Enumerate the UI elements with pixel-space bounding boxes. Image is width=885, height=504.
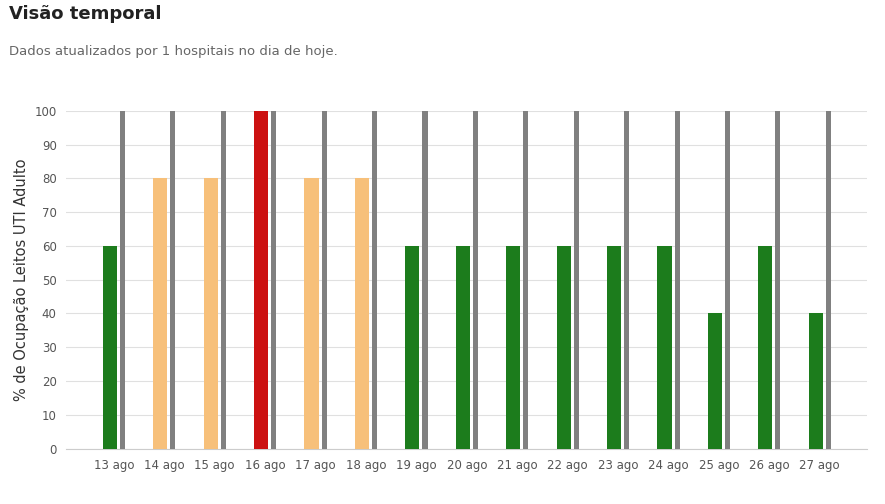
Bar [708,313,722,449]
Bar [758,246,773,449]
Bar [809,313,823,449]
Bar [557,246,571,449]
Y-axis label: % de Ocupação Leitos UTI Adulto: % de Ocupação Leitos UTI Adulto [14,158,29,401]
Bar [254,111,268,449]
Bar [405,246,419,449]
Bar [658,246,672,449]
Bar [775,111,781,449]
Bar [204,178,218,449]
Bar [456,246,470,449]
Bar [120,111,125,449]
Bar [103,246,117,449]
Bar [372,111,377,449]
Bar [725,111,730,449]
Bar [506,246,520,449]
Bar [523,111,528,449]
Bar [170,111,175,449]
Bar [573,111,579,449]
Bar [321,111,327,449]
Bar [422,111,427,449]
Text: Visão temporal: Visão temporal [9,5,161,23]
Bar [607,246,621,449]
Bar [624,111,629,449]
Bar [271,111,276,449]
Bar [355,178,369,449]
Bar [674,111,680,449]
Bar [304,178,319,449]
Bar [473,111,478,449]
Bar [826,111,831,449]
Text: Dados atualizados por 1 hospitais no dia de hoje.: Dados atualizados por 1 hospitais no dia… [9,45,337,58]
Bar [220,111,226,449]
Bar [153,178,167,449]
